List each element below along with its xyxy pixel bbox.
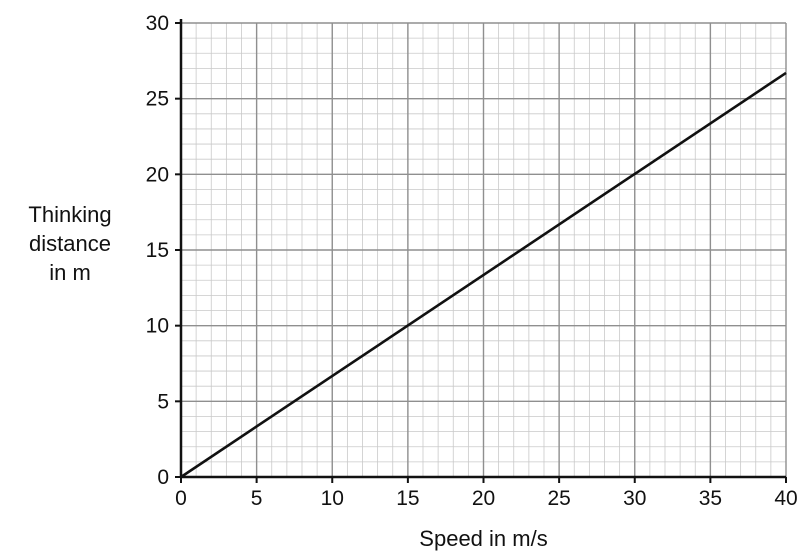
x-tick-label: 10 [321, 487, 344, 510]
x-axis-title: Speed in m/s [419, 526, 547, 551]
y-tick-label: 15 [146, 239, 169, 262]
x-tick-label: 0 [175, 487, 187, 510]
x-tick-label: 25 [547, 487, 570, 510]
y-tick-label: 0 [157, 466, 169, 489]
y-tick-labels: 0 5 10 15 20 25 30 [146, 12, 169, 489]
x-tick-labels: 0 5 10 15 20 25 30 35 40 [175, 487, 798, 510]
y-tick-label: 25 [146, 88, 169, 111]
data-series [180, 71, 787, 479]
y-tick-label: 30 [146, 12, 169, 35]
y-axis-title-line-1: Thinking [28, 202, 112, 227]
y-tick-label: 10 [146, 315, 169, 338]
x-tick-label: 35 [699, 487, 722, 510]
y-tick-label: 5 [157, 390, 169, 413]
x-tick-label: 40 [774, 487, 797, 510]
y-axis-title-line-2: distance [29, 231, 111, 256]
x-tick-label: 30 [623, 487, 646, 510]
x-tick-label: 15 [396, 487, 419, 510]
y-axis-title-line-3: in m [49, 260, 91, 285]
x-tick-label: 5 [251, 487, 263, 510]
x-tick-label: 20 [472, 487, 495, 510]
series-line-1 [180, 71, 787, 479]
y-tick-label: 20 [146, 163, 169, 186]
y-axis-title: Thinking distance in m [0, 200, 140, 287]
axes [175, 19, 787, 483]
